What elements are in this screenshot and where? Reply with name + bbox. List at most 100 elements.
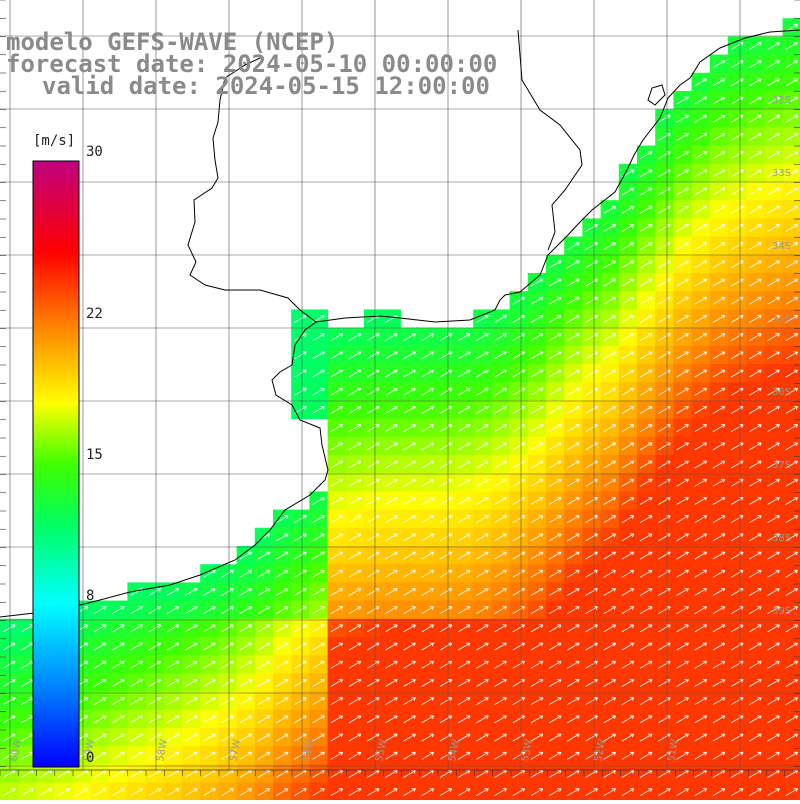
wind-arrow (385, 733, 398, 742)
wind-arrow (712, 187, 726, 196)
latitude-label: 39S (772, 606, 791, 617)
wind-arrow (312, 406, 325, 414)
wind-arrow (112, 733, 125, 742)
wind-arrow (348, 515, 362, 524)
wind-arrow (548, 588, 562, 596)
colorbar-tick-label: 0 (86, 750, 95, 766)
wind-cell (728, 782, 747, 802)
wind-arrow (203, 588, 216, 596)
wind-arrow (712, 715, 726, 724)
wind-arrow (257, 733, 271, 742)
wind-arrow (785, 224, 799, 232)
wind-arrow (749, 497, 762, 505)
wind-cell (782, 637, 800, 656)
wind-cell (582, 782, 602, 802)
wind-arrow (712, 679, 726, 687)
wind-arrow (330, 424, 344, 433)
wind-cell (764, 782, 784, 802)
wind-arrow (512, 387, 526, 396)
wind-arrow (621, 588, 635, 596)
wind-arrow (767, 660, 780, 669)
wind-arrow (203, 697, 216, 706)
wind-arrow (749, 733, 762, 742)
wind-arrow (603, 697, 617, 706)
wind-arrow (2, 770, 16, 778)
wind-arrow (203, 715, 216, 724)
wind-arrow (676, 333, 689, 342)
wind-arrow (639, 606, 653, 615)
wind-arrow (621, 333, 635, 342)
wind-cell (782, 436, 800, 456)
wind-arrow (530, 624, 544, 633)
wind-arrow (785, 424, 799, 433)
wind-arrow (767, 642, 780, 651)
wind-arrow (348, 751, 362, 760)
wind-arrow (676, 733, 689, 742)
wind-arrow (767, 588, 780, 596)
wind-arrow (767, 369, 780, 378)
wind-cell (782, 709, 800, 729)
wind-arrow (2, 697, 16, 706)
wind-arrow (621, 351, 635, 360)
wind-arrow (312, 551, 325, 560)
wind-arrow (221, 606, 234, 615)
wind-arrow (712, 551, 726, 560)
wind-arrow (166, 606, 180, 615)
wind-arrow (275, 588, 289, 596)
wind-arrow (366, 333, 380, 342)
wind-arrow (749, 224, 762, 232)
wind-arrow (130, 679, 143, 687)
wind-arrow (639, 296, 653, 305)
wind-arrow (439, 424, 453, 433)
wind-cell (236, 782, 256, 802)
wind-arrow (694, 515, 708, 524)
wind-arrow (294, 624, 307, 633)
wind-arrow (330, 660, 344, 669)
wind-arrow (239, 751, 253, 760)
wind-arrow (348, 533, 362, 542)
wind-cell (673, 782, 693, 802)
wind-arrow (749, 533, 762, 542)
wind-arrow (239, 624, 253, 633)
wind-arrow (767, 733, 780, 742)
wind-arrow (494, 369, 507, 378)
wind-arrow (530, 751, 544, 760)
wind-arrow (294, 733, 307, 742)
wind-arrow (421, 697, 435, 706)
wind-arrow (93, 733, 107, 742)
wind-arrow (348, 406, 362, 414)
wind-arrow (694, 606, 708, 615)
wind-arrow (112, 788, 125, 797)
wind-cell (400, 782, 420, 802)
wind-arrow (93, 642, 107, 651)
wind-arrow (348, 660, 362, 669)
wind-arrow (366, 551, 380, 560)
wind-arrow (403, 606, 416, 615)
lat-lon-grid (0, 0, 800, 776)
wind-arrow (548, 697, 562, 706)
wind-arrow (184, 751, 198, 760)
wind-arrow (548, 460, 562, 469)
wind-cell (200, 782, 219, 802)
wind-arrow (567, 624, 580, 633)
wind-arrow (676, 133, 689, 141)
wind-arrow (767, 442, 780, 451)
wind-arrow (312, 642, 325, 651)
wind-arrow (130, 660, 143, 669)
wind-arrow (621, 551, 635, 560)
wind-arrow (421, 733, 435, 742)
wind-arrow (749, 697, 762, 706)
wind-arrow (785, 78, 799, 87)
wind-arrow (494, 697, 507, 706)
wind-arrow (512, 515, 526, 524)
wind-arrow (712, 497, 726, 505)
wind-arrow (348, 697, 362, 706)
wind-arrow (567, 751, 580, 760)
wind-arrow (457, 606, 471, 615)
wind-cell (709, 782, 729, 802)
wind-arrow (457, 387, 471, 396)
wind-arrow (476, 515, 489, 524)
wind-arrow (494, 315, 507, 323)
wind-arrow (184, 770, 198, 778)
wind-arrow (184, 624, 198, 633)
